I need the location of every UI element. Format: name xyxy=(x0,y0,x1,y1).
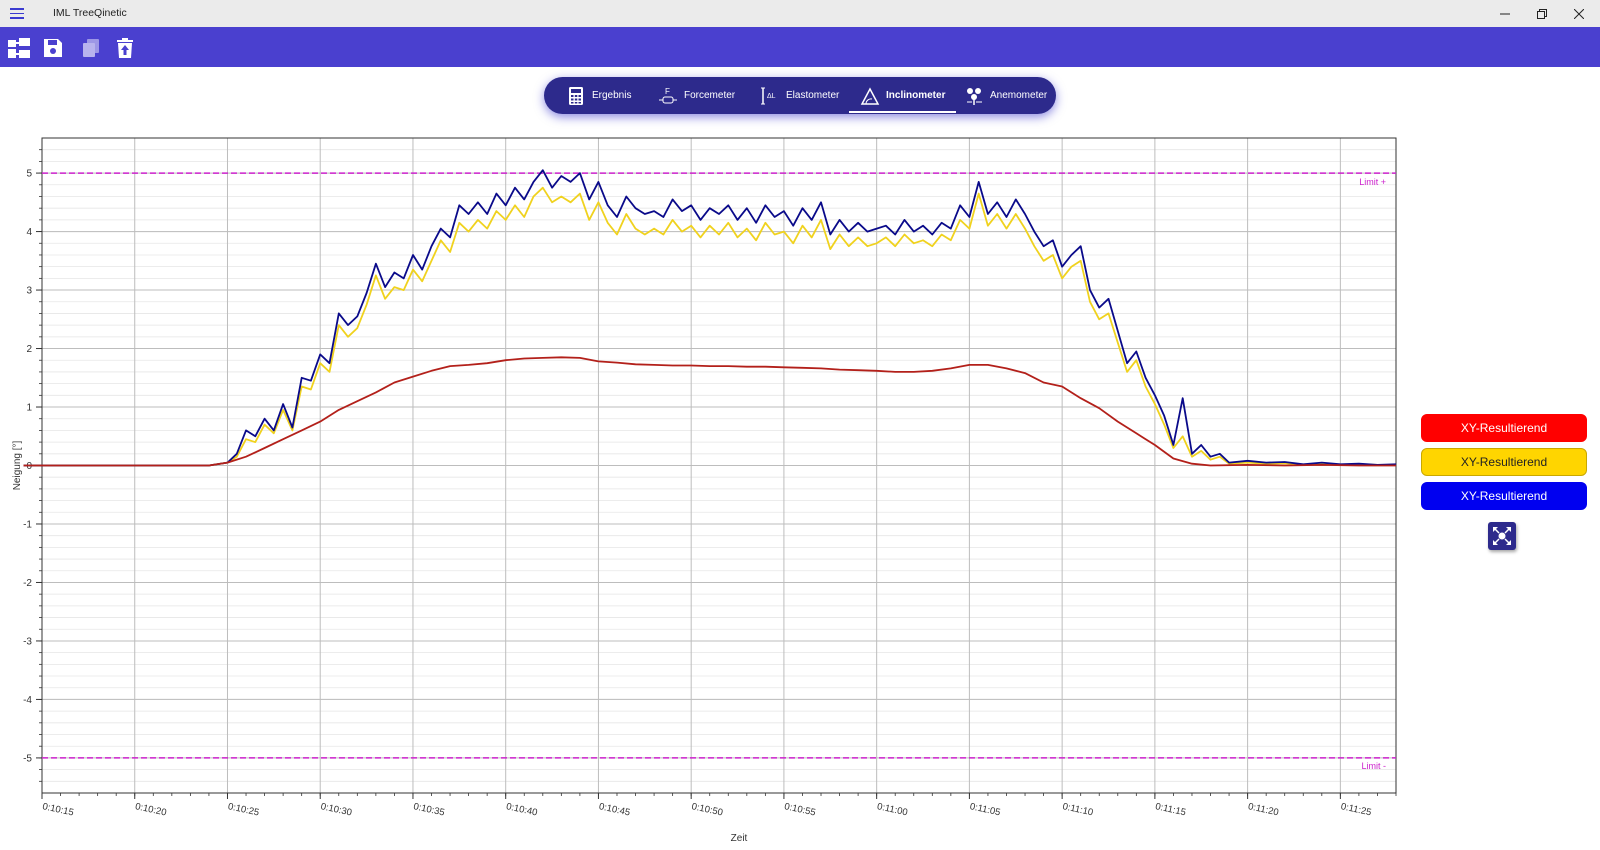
inclinometer-icon xyxy=(860,86,880,105)
zoom-fit-button[interactable] xyxy=(1488,522,1516,550)
close-icon xyxy=(1574,8,1584,19)
x-tick-label: 0:10:35 xyxy=(412,801,445,818)
copy-button[interactable] xyxy=(78,35,104,61)
forcemeter-icon: F xyxy=(659,87,677,103)
x-tick-label: 0:10:40 xyxy=(505,801,538,818)
x-tick-label: 0:11:20 xyxy=(1247,801,1280,818)
tab-label: Anemometer xyxy=(990,90,1048,101)
tree-structure-icon xyxy=(8,38,30,58)
y-tick-label: -4 xyxy=(23,695,32,706)
copy-icon xyxy=(83,39,99,57)
delete-export-button[interactable] xyxy=(112,35,138,61)
tab-inclinometer[interactable]: Inclinometer xyxy=(860,77,945,114)
svg-text:F: F xyxy=(665,87,670,96)
minimize-icon xyxy=(1500,13,1510,14)
svg-text:ΔL: ΔL xyxy=(767,93,776,100)
tab-forcemeter[interactable]: F Forcemeter xyxy=(658,77,735,114)
x-tick-label: 0:10:15 xyxy=(41,801,74,818)
y-tick-label: 4 xyxy=(26,227,32,238)
y-tick-label: 5 xyxy=(26,169,32,180)
series-line xyxy=(23,356,1396,467)
x-tick-label: 0:10:45 xyxy=(598,801,631,818)
x-axis-title: Zeit xyxy=(731,833,748,844)
y-tick-label: -5 xyxy=(23,753,32,764)
view-tabbar: Ergebnis F Forcemeter ΔL Elastometer Inc… xyxy=(544,77,1056,114)
hamburger-menu-icon[interactable] xyxy=(10,8,24,19)
title-bar: IML TreeQinetic xyxy=(0,0,1600,27)
inclination-chart[interactable]: 5 4 3 2 1 0 -1 -2 -3 -4 -5 0:10:15 0:10:20 0:10:25 0:1… xyxy=(0,125,1420,850)
minimize-button[interactable] xyxy=(1487,0,1523,27)
active-tab-indicator xyxy=(849,111,956,113)
save-button[interactable] xyxy=(40,35,66,61)
zoom-fit-icon xyxy=(1493,527,1511,545)
trash-upload-icon xyxy=(117,38,133,58)
y-axis-title: Neigung [°] xyxy=(12,440,23,490)
x-tick-label: 0:10:30 xyxy=(320,801,353,818)
x-tick-label: 0:11:10 xyxy=(1062,801,1095,818)
series-line xyxy=(23,186,1396,467)
tab-label: Elastometer xyxy=(786,90,840,101)
x-tick-label: 0:10:50 xyxy=(691,801,724,818)
y-tick-label: 3 xyxy=(26,286,32,297)
tab-label: Inclinometer xyxy=(886,90,946,101)
close-button[interactable] xyxy=(1561,0,1597,27)
tab-label: Ergebnis xyxy=(592,90,632,101)
save-icon xyxy=(44,39,62,57)
y-tick-label: 1 xyxy=(26,403,32,414)
legend-label: XY-Resultierend xyxy=(1460,489,1548,503)
x-tick-label: 0:11:15 xyxy=(1154,801,1187,818)
limit-label: Limit + xyxy=(1359,177,1386,187)
toolbar xyxy=(0,27,1600,67)
legend-label: XY-Resultierend xyxy=(1460,455,1548,469)
legend-button-yellow[interactable]: XY-Resultierend xyxy=(1421,448,1587,476)
tab-ergebnis[interactable]: Ergebnis xyxy=(566,77,631,114)
tab-elastometer[interactable]: ΔL Elastometer xyxy=(760,77,839,114)
y-tick-label: 0 xyxy=(26,461,32,472)
restore-button[interactable] xyxy=(1524,0,1560,27)
x-tick-label: 0:10:20 xyxy=(134,801,167,818)
tab-anemometer[interactable]: Anemometer xyxy=(964,77,1047,114)
legend-button-red[interactable]: XY-Resultierend xyxy=(1421,414,1587,442)
series-line xyxy=(23,169,1397,467)
y-tick-label: -1 xyxy=(23,519,32,530)
x-tick-label: 0:10:25 xyxy=(227,801,260,818)
window-title: IML TreeQinetic xyxy=(53,7,127,19)
y-tick-label: -2 xyxy=(23,578,32,589)
x-tick-label: 0:11:00 xyxy=(876,801,909,818)
limit-label: Limit - xyxy=(1362,761,1387,771)
legend-label: XY-Resultierend xyxy=(1460,421,1548,435)
restore-icon xyxy=(1537,8,1547,19)
anemometer-icon xyxy=(967,87,982,105)
legend-button-blue[interactable]: XY-Resultierend xyxy=(1421,482,1587,510)
calculator-icon xyxy=(569,86,583,105)
x-tick-label: 0:11:25 xyxy=(1340,801,1373,818)
elastometer-icon: ΔL xyxy=(761,87,776,104)
x-tick-label: 0:10:55 xyxy=(783,801,816,818)
tab-label: Forcemeter xyxy=(684,90,736,101)
tree-structure-button[interactable] xyxy=(6,35,32,61)
y-tick-label: -3 xyxy=(23,636,32,647)
x-tick-label: 0:11:05 xyxy=(969,801,1002,818)
y-tick-label: 2 xyxy=(26,344,32,355)
